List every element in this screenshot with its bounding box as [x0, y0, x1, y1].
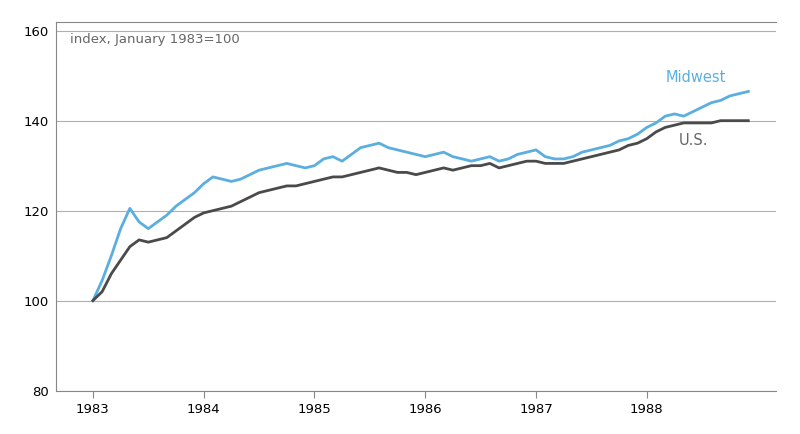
- Text: Midwest: Midwest: [666, 70, 726, 85]
- Text: U.S.: U.S.: [679, 133, 709, 148]
- Text: index, January 1983=100: index, January 1983=100: [70, 33, 240, 46]
